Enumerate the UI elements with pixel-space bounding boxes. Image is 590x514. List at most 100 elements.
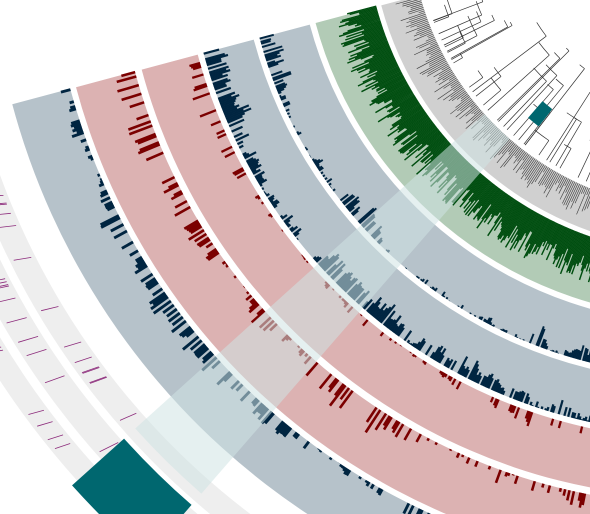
histogram-bar xyxy=(282,426,293,438)
histogram-bar xyxy=(98,182,105,188)
density-tick xyxy=(524,160,539,181)
density-tick xyxy=(460,93,468,99)
histogram-bar xyxy=(520,391,526,403)
histogram-bar xyxy=(495,195,511,217)
histogram-bar xyxy=(516,207,529,227)
histogram-bar xyxy=(448,376,453,382)
histogram-bar xyxy=(472,183,495,213)
histogram-bar xyxy=(401,103,421,117)
tree-branch xyxy=(533,67,547,82)
histogram-bar xyxy=(464,181,492,216)
histogram-bar xyxy=(483,192,506,223)
histogram-bar xyxy=(462,366,470,377)
histogram-bar xyxy=(483,318,487,323)
histogram-bar xyxy=(188,223,202,233)
histogram-bar xyxy=(383,86,410,103)
histogram-bar xyxy=(476,188,501,220)
histogram-bar xyxy=(565,489,571,501)
histogram-bar xyxy=(312,255,317,260)
histogram-bar xyxy=(434,287,438,292)
histogram-bar xyxy=(348,206,355,213)
density-tick xyxy=(434,77,457,93)
histogram-bar xyxy=(402,121,434,146)
histogram-bar xyxy=(540,222,558,256)
histogram-bar xyxy=(507,205,527,237)
histogram-bar xyxy=(364,409,382,434)
histogram-bar xyxy=(137,262,147,270)
histogram-bar xyxy=(367,296,383,314)
histogram-bar xyxy=(568,352,572,358)
histogram-bar xyxy=(415,433,422,443)
histogram-bar xyxy=(551,349,555,352)
histogram-bar xyxy=(445,360,451,368)
tree-branch xyxy=(487,54,550,111)
histogram-bar xyxy=(416,508,422,514)
histogram-bar xyxy=(384,318,393,328)
histogram-bar xyxy=(347,45,390,64)
density-tick xyxy=(563,181,576,206)
density-tick xyxy=(543,166,548,173)
histogram-bar xyxy=(476,187,500,217)
histogram-bar xyxy=(415,119,432,133)
histogram-bar xyxy=(338,22,382,38)
density-tick xyxy=(429,57,446,67)
histogram-bar xyxy=(563,230,577,261)
histogram-bar xyxy=(409,118,432,136)
histogram-bar xyxy=(402,502,411,514)
histogram-bar xyxy=(273,79,284,85)
histogram-bar xyxy=(136,258,144,265)
histogram-bar xyxy=(494,195,510,216)
histogram-bar xyxy=(455,452,461,459)
density-tick xyxy=(564,178,569,187)
density-tick xyxy=(437,69,453,79)
density-tick xyxy=(426,46,440,54)
histogram-bar xyxy=(338,462,341,465)
histogram-bar xyxy=(562,488,567,496)
histogram-bar xyxy=(576,412,581,420)
histogram-bar xyxy=(104,200,113,208)
histogram-bar xyxy=(357,65,399,87)
density-tick xyxy=(559,176,566,189)
histogram-bar xyxy=(314,159,324,166)
histogram-bar xyxy=(342,466,347,472)
histogram-bar xyxy=(215,86,232,95)
tree-branch xyxy=(441,21,482,41)
density-tick xyxy=(451,90,466,101)
histogram-bar xyxy=(275,422,287,435)
slate-histogram-3-background xyxy=(259,24,590,363)
histogram-bar xyxy=(531,214,542,233)
histogram-bar xyxy=(386,94,415,113)
density-tick xyxy=(450,87,464,98)
histogram-bar xyxy=(60,88,71,94)
outer-tick xyxy=(74,356,92,363)
histogram-bar xyxy=(84,147,91,153)
histogram-bar xyxy=(418,509,424,514)
histogram-bar xyxy=(235,133,250,142)
histogram-bar xyxy=(525,217,547,257)
histogram-bar xyxy=(283,214,294,223)
histogram-bar xyxy=(365,481,371,487)
density-tick xyxy=(455,101,475,118)
density-tick xyxy=(410,5,424,10)
histogram-bar xyxy=(276,85,287,91)
histogram-bar xyxy=(140,272,154,283)
histogram-bar xyxy=(80,138,87,143)
histogram-bar xyxy=(105,203,114,210)
tree-branch xyxy=(450,26,508,59)
histogram-bar xyxy=(582,236,590,257)
density-tick xyxy=(522,153,529,161)
histogram-bar xyxy=(365,33,386,42)
histogram-bar xyxy=(545,345,549,350)
histogram-bar xyxy=(529,401,533,406)
histogram-bar xyxy=(421,129,440,145)
density-tick xyxy=(554,174,561,185)
histogram-bar xyxy=(372,66,400,81)
histogram-bar xyxy=(369,483,375,490)
histogram-bar xyxy=(345,196,360,209)
tree-branch xyxy=(559,148,572,169)
histogram-bar xyxy=(110,223,125,233)
histogram-bar xyxy=(267,213,272,217)
highlight-wedge xyxy=(135,114,510,494)
histogram-bar xyxy=(339,387,351,401)
histogram-bar xyxy=(562,229,574,255)
